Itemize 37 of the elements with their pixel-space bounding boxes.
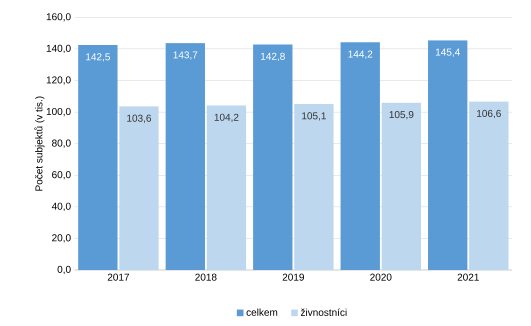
y-tick-label: 40,0 (52, 202, 71, 211)
y-tick-label: 80,0 (52, 140, 71, 148)
data-label: 103,6 (127, 114, 152, 123)
data-label: 105,9 (390, 111, 414, 120)
bar (294, 104, 334, 270)
bar (166, 43, 205, 270)
data-label: 143,7 (174, 51, 198, 60)
y-tick-label: 60,0 (52, 171, 71, 180)
data-label: 144,2 (348, 50, 372, 59)
y-tick-label: 160,0 (46, 13, 71, 22)
y-tick-label: 120,0 (46, 76, 71, 85)
y-tick-label: 0,0 (58, 266, 71, 274)
data-label: 142,5 (86, 53, 110, 62)
legend-label: celkem (246, 308, 278, 316)
bar (340, 42, 380, 270)
y-axis-title: Počet subjektů (v tis.) (34, 96, 44, 191)
y-tick-label: 20,0 (52, 234, 71, 243)
legend-label: živnostníci (300, 308, 346, 316)
bar (428, 40, 468, 270)
y-tick-label: 100,0 (46, 108, 71, 116)
bar (119, 106, 159, 270)
data-label: 106,6 (477, 110, 501, 118)
x-tick-label: 2019 (282, 274, 304, 281)
data-label: 104,2 (214, 114, 238, 122)
bar (253, 44, 292, 270)
data-label: 105,1 (302, 112, 326, 121)
bar (206, 105, 246, 270)
x-tick-label: 2020 (370, 274, 392, 281)
data-label: 142,8 (261, 52, 285, 62)
bar (382, 102, 422, 270)
data-label: 145,4 (436, 48, 460, 57)
y-tick-label: 140,0 (46, 44, 71, 54)
x-tick-label: 2021 (458, 274, 479, 281)
x-tick-label: 2018 (195, 274, 217, 281)
x-tick-label: 2017 (108, 274, 130, 281)
bar (78, 44, 118, 270)
bar (469, 102, 508, 270)
